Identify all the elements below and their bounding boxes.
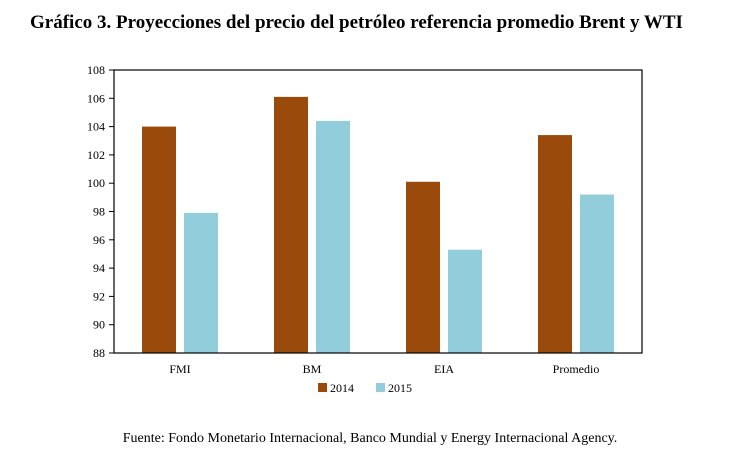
- bar-2014-fmi: [142, 126, 176, 353]
- x-tick-label: Promedio: [553, 362, 600, 376]
- y-tick-label: 102: [87, 148, 105, 162]
- legend-label-2015: 2015: [388, 381, 412, 395]
- bar-2015-fmi: [184, 212, 218, 353]
- source-note: Fuente: Fondo Monetario Internacional, B…: [122, 431, 618, 446]
- bar-2015-promedio: [580, 194, 614, 353]
- y-tick-label: 90: [93, 318, 105, 332]
- bar-2015-bm: [316, 120, 350, 353]
- bar-2014-promedio: [538, 135, 572, 353]
- x-tick-label: BM: [303, 362, 322, 376]
- legend-swatch-2015: [376, 383, 385, 392]
- y-axis: 108 106 104 102 100 98 96 94 92 90 88: [87, 63, 114, 360]
- legend: 2014 2015: [318, 381, 412, 395]
- legend-label-2014: 2014: [330, 381, 354, 395]
- y-tick-label: 98: [93, 205, 105, 219]
- x-tick-label: EIA: [434, 362, 454, 376]
- y-tick-label: 92: [93, 289, 105, 303]
- bar-2014-bm: [274, 96, 308, 353]
- y-tick-label: 100: [87, 176, 105, 190]
- y-tick-label: 96: [93, 233, 105, 247]
- y-tick-label: 88: [93, 346, 105, 360]
- legend-swatch-2014: [318, 383, 327, 392]
- x-axis: FMI BM EIA Promedio: [169, 362, 599, 376]
- y-tick-label: 108: [87, 63, 105, 77]
- chart-title: Gráfico 3. Proyecciones del precio del p…: [30, 12, 683, 33]
- bars-layer: [142, 96, 614, 353]
- bar-2015-eia: [448, 249, 482, 353]
- bar-chart: 108 106 104 102 100 98 96 94 92 90 88 FMI BM EIA Prom…: [87, 63, 643, 395]
- x-tick-label: FMI: [169, 362, 190, 376]
- y-tick-label: 106: [87, 91, 105, 105]
- bar-2014-eia: [406, 181, 440, 353]
- y-tick-label: 94: [93, 261, 105, 275]
- y-tick-label: 104: [87, 120, 105, 134]
